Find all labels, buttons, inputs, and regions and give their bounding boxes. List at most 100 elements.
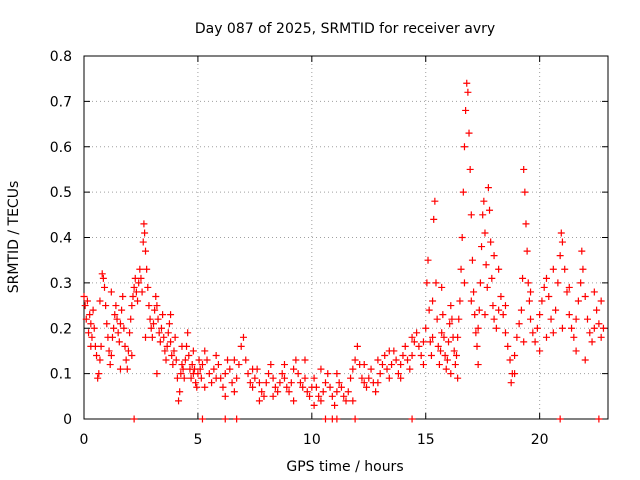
- data-point: [556, 252, 564, 260]
- data-point: [425, 306, 433, 314]
- data-point: [520, 165, 528, 173]
- data-point: [445, 338, 453, 346]
- data-point: [392, 356, 400, 364]
- data-point: [198, 361, 206, 369]
- data-point: [139, 238, 147, 246]
- data-point: [473, 342, 481, 350]
- data-point: [161, 347, 169, 355]
- data-point: [472, 329, 480, 337]
- data-point: [87, 342, 95, 350]
- data-point: [565, 283, 573, 291]
- data-point: [123, 365, 131, 373]
- data-point: [597, 297, 605, 305]
- data-point: [365, 374, 373, 382]
- data-point: [95, 370, 103, 378]
- data-point: [578, 247, 586, 255]
- data-point: [492, 324, 500, 332]
- data-point: [189, 347, 197, 355]
- data-point: [520, 338, 528, 346]
- data-point: [501, 302, 509, 310]
- data-point: [184, 329, 192, 337]
- data-point: [427, 351, 435, 359]
- data-point: [517, 306, 525, 314]
- data-point: [471, 311, 479, 319]
- data-point: [558, 324, 566, 332]
- data-point: [442, 365, 450, 373]
- data-point: [321, 379, 329, 387]
- data-point: [221, 392, 229, 400]
- data-point: [130, 283, 138, 291]
- data-point: [107, 351, 115, 359]
- data-point: [157, 324, 165, 332]
- data-point: [547, 315, 555, 323]
- data-point: [533, 324, 541, 332]
- data-point: [269, 392, 277, 400]
- data-point: [486, 206, 494, 214]
- data-point: [142, 333, 150, 341]
- data-point: [435, 361, 443, 369]
- data-point: [511, 351, 519, 359]
- data-point: [178, 342, 186, 350]
- data-point: [169, 361, 177, 369]
- plot-frame: [83, 55, 609, 420]
- data-point: [196, 365, 204, 373]
- data-point: [367, 365, 375, 373]
- data-point: [255, 379, 263, 387]
- data-point: [276, 379, 284, 387]
- data-point: [237, 342, 245, 350]
- data-point: [417, 351, 425, 359]
- data-point: [506, 356, 514, 364]
- data-point: [138, 288, 146, 296]
- data-point: [558, 238, 566, 246]
- data-point: [321, 415, 329, 423]
- data-point: [274, 388, 282, 396]
- data-point: [130, 415, 138, 423]
- data-point: [296, 379, 304, 387]
- data-point: [423, 279, 431, 287]
- data-point: [239, 333, 247, 341]
- data-point: [497, 292, 505, 300]
- data-point: [93, 351, 101, 359]
- data-point: [168, 351, 176, 359]
- data-point: [301, 356, 309, 364]
- data-point: [122, 356, 130, 364]
- data-point: [88, 333, 96, 341]
- data-point: [349, 397, 357, 405]
- data-point: [536, 347, 544, 355]
- data-point: [430, 215, 438, 223]
- data-point: [212, 351, 220, 359]
- y-tick-label: 0.5: [50, 185, 72, 201]
- data-point: [114, 329, 122, 337]
- data-point: [511, 370, 519, 378]
- data-point: [312, 383, 320, 391]
- data-point: [176, 388, 184, 396]
- data-point: [224, 356, 232, 364]
- y-tick-label: 0.8: [50, 49, 72, 65]
- data-point: [262, 379, 270, 387]
- data-point: [151, 306, 159, 314]
- data-point: [457, 265, 465, 273]
- data-point: [431, 197, 439, 205]
- data-point: [87, 320, 95, 328]
- data-point: [85, 329, 93, 337]
- data-point: [458, 234, 466, 241]
- data-point: [290, 397, 298, 405]
- data-point: [219, 383, 227, 391]
- data-point: [98, 270, 106, 278]
- data-point: [143, 265, 151, 273]
- data-point: [147, 324, 155, 332]
- data-point: [595, 415, 603, 423]
- data-point: [337, 383, 345, 391]
- data-point: [165, 320, 173, 328]
- data-point: [464, 88, 472, 96]
- data-point: [459, 188, 467, 196]
- data-point: [563, 288, 571, 296]
- data-point: [340, 392, 348, 400]
- data-point: [438, 283, 446, 291]
- data-point: [106, 361, 114, 369]
- data-point: [251, 374, 259, 382]
- data-point: [429, 333, 437, 341]
- data-point: [81, 302, 89, 310]
- data-point: [452, 351, 460, 359]
- y-tick-label: 0.7: [50, 94, 72, 110]
